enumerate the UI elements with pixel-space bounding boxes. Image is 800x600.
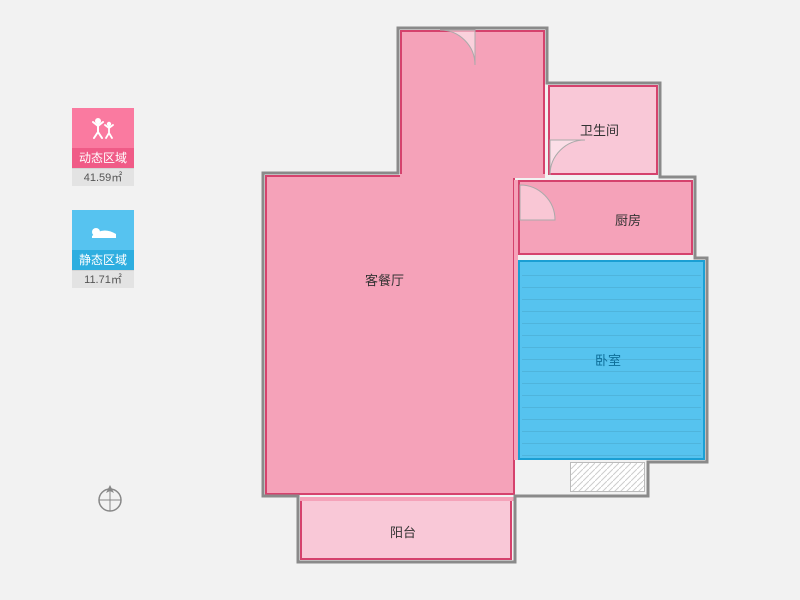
legend-static-title: 静态区域 — [72, 250, 134, 270]
label-balcony: 阳台 — [390, 522, 416, 541]
room-living-extension — [400, 30, 545, 177]
room-living — [265, 175, 515, 495]
window — [570, 462, 645, 492]
legend-dynamic-value: 41.59㎡ — [72, 168, 134, 186]
legend: 动态区域 41.59㎡ 静态区域 11.71㎡ — [72, 108, 136, 312]
legend-dynamic: 动态区域 41.59㎡ — [72, 108, 136, 186]
wall-seam — [400, 174, 545, 178]
label-bathroom: 卫生间 — [580, 120, 619, 139]
wall-seam — [300, 497, 515, 501]
floor-plan: 客餐厅 卫生间 厨房 卧室 阳台 — [245, 20, 725, 580]
label-kitchen: 厨房 — [615, 210, 641, 229]
legend-dynamic-title: 动态区域 — [72, 148, 134, 168]
legend-static-value: 11.71㎡ — [72, 270, 134, 288]
compass-icon — [95, 483, 125, 518]
room-kitchen — [518, 180, 693, 255]
people-icon — [72, 108, 134, 148]
label-bedroom: 卧室 — [595, 350, 621, 369]
label-living: 客餐厅 — [365, 270, 404, 289]
wall-seam — [514, 180, 518, 460]
legend-static: 静态区域 11.71㎡ — [72, 210, 136, 288]
sleep-icon — [72, 210, 134, 250]
